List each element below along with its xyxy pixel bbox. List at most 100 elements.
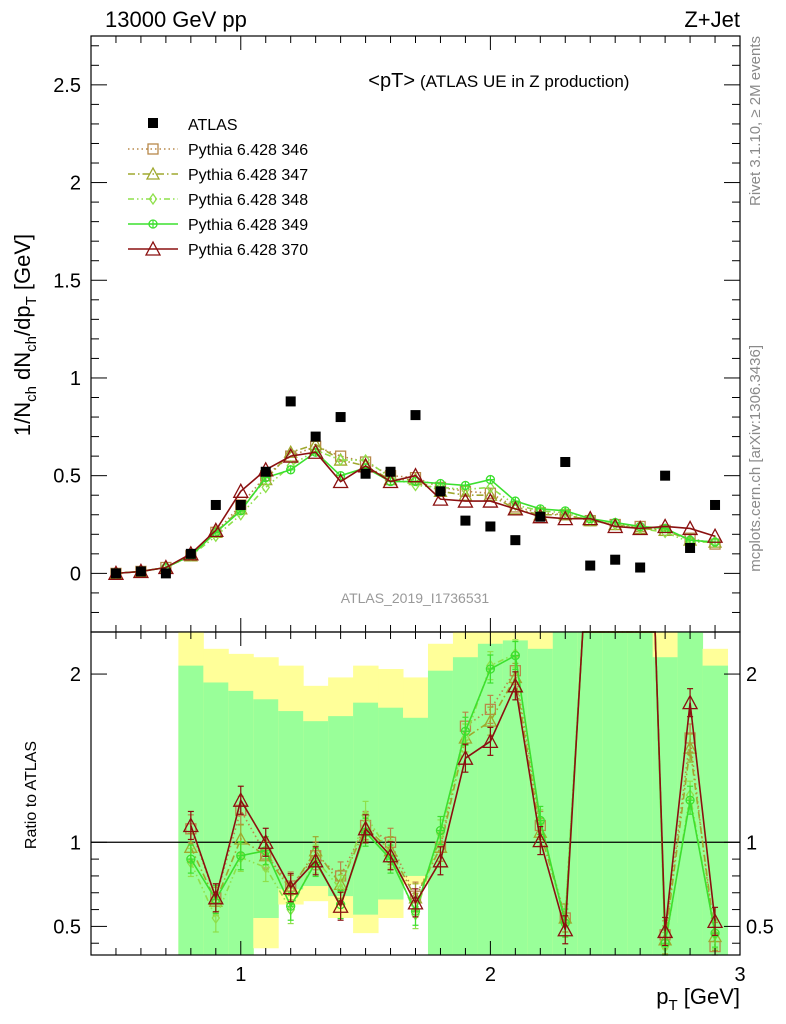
ratio-band-green [627, 632, 654, 955]
atlas-data-point [435, 486, 446, 497]
ratio-series-point [382, 847, 399, 863]
ratio-series-point [257, 833, 274, 849]
main-series-point [557, 510, 574, 526]
ratio-band-green [427, 670, 454, 955]
atlas-data-point [510, 535, 521, 546]
main-series-0 [110, 440, 721, 580]
xtick-label: 1 [235, 964, 246, 986]
legend-marker [147, 143, 159, 155]
atlas-data-point [685, 542, 696, 553]
legend-label: Pythia 6.428 347 [188, 167, 308, 184]
ratio-axis-ticks: 1 2 3 0.5 0.5 1 1 2 2 [53, 632, 774, 986]
main-series-line [115, 445, 716, 575]
ratio-series-point [510, 650, 520, 661]
main-series-point [507, 500, 524, 516]
main-series-point [232, 482, 249, 498]
main-series-point [258, 472, 273, 486]
chart-title-sub: (ATLAS UE in Z production) [420, 72, 629, 91]
atlas-data-point [310, 431, 321, 442]
main-series-point [685, 535, 695, 545]
legend-atlas-marker [148, 118, 158, 128]
atlas-data-point [660, 470, 671, 481]
legend-marker [148, 219, 158, 229]
main-series-point [286, 465, 296, 475]
ratio-band-green [602, 632, 629, 955]
main-series-point [207, 522, 224, 538]
atlas-data-point [335, 412, 346, 423]
atlas-data-point [110, 568, 121, 579]
ratio-series-point [432, 852, 449, 868]
ratio-series-point [207, 889, 224, 905]
chart-title-main: <pT> [368, 70, 415, 92]
legend-label: Pythia 6.428 349 [188, 217, 308, 234]
legend: ATLAS Pythia 6.428 346 Pythia 6.428 347 Pyt… [128, 117, 308, 259]
legend-label: Pythia 6.428 348 [188, 192, 308, 209]
main-series-point [706, 527, 724, 543]
atlas-data-point [285, 396, 296, 407]
side-label-top: Rivet 3.1.10, ≥ 2M events [747, 36, 764, 206]
ratio-band-green [278, 711, 304, 890]
xtick-label: 3 [734, 964, 745, 986]
ratio-band-green [178, 665, 204, 955]
ratio-series-point [435, 825, 446, 836]
atlas-data-points [110, 396, 721, 579]
atlas-data-point [710, 499, 721, 510]
ratio-series-point [557, 921, 574, 937]
main-series-line [115, 451, 716, 575]
main-series-point [432, 490, 449, 506]
ratio-series-point [286, 901, 296, 911]
atlas-data-point [635, 562, 646, 573]
ratio-series-point [357, 820, 374, 836]
main-series-point [482, 492, 499, 508]
legend-label: Pythia 6.428 346 [188, 142, 308, 159]
ratio-band-green [652, 657, 679, 955]
atlas-data-point [260, 466, 271, 477]
ratio-ytick-label: 0.5 [53, 916, 81, 938]
legend-marker [148, 192, 158, 206]
xtick-label: 2 [485, 964, 496, 986]
atlas-data-point [560, 456, 571, 467]
ratio-series-point [307, 852, 324, 868]
main-ytick-label: 1.5 [53, 270, 81, 292]
ratio-series-point [482, 732, 499, 748]
main-series-point [486, 481, 495, 494]
main-series-point [435, 478, 446, 489]
main-series-point [411, 479, 420, 492]
main-ylabel: 1/Nch dNch/dpT [GeV] [10, 234, 40, 436]
ratio-band-green [527, 648, 554, 955]
main-series-point [681, 520, 699, 536]
main-series-line [115, 451, 716, 575]
header-left: 13000 GeV pp [105, 7, 247, 32]
main-series-point [657, 518, 674, 534]
main-ytick-label: 0.5 [53, 466, 81, 488]
ratio-series-point [685, 795, 695, 805]
main-ytick-label: 1 [70, 368, 81, 390]
ratio-series-point [457, 749, 474, 765]
ratio-series-point [682, 740, 698, 754]
atlas-data-point [535, 511, 546, 522]
main-series-point [457, 492, 474, 508]
main-ytick-label: 2 [70, 173, 81, 195]
legend-marker [144, 240, 162, 256]
ratio-series-point [182, 817, 199, 833]
ratio-series-point [332, 897, 349, 913]
ratio-ytick-label-right: 2 [746, 664, 757, 686]
ratio-ytick-label-right: 0.5 [746, 916, 774, 938]
ratio-band-green [403, 717, 429, 876]
ratio-series-point [681, 694, 699, 710]
ratio-series-point [282, 879, 299, 895]
main-series-point [307, 443, 324, 459]
main-series-point [582, 510, 599, 526]
main-series-point [483, 487, 498, 501]
main-series-point [336, 453, 345, 467]
main-series-line [115, 443, 716, 575]
xlabel: pT [GeV] [656, 984, 740, 1014]
atlas-data-point [610, 554, 621, 565]
atlas-data-point [185, 548, 196, 559]
main-series-point [511, 498, 520, 512]
atlas-data-point [385, 466, 396, 477]
atlas-data-point [160, 568, 171, 579]
header-right: Z+Jet [684, 7, 740, 32]
main-series-point [632, 520, 649, 536]
